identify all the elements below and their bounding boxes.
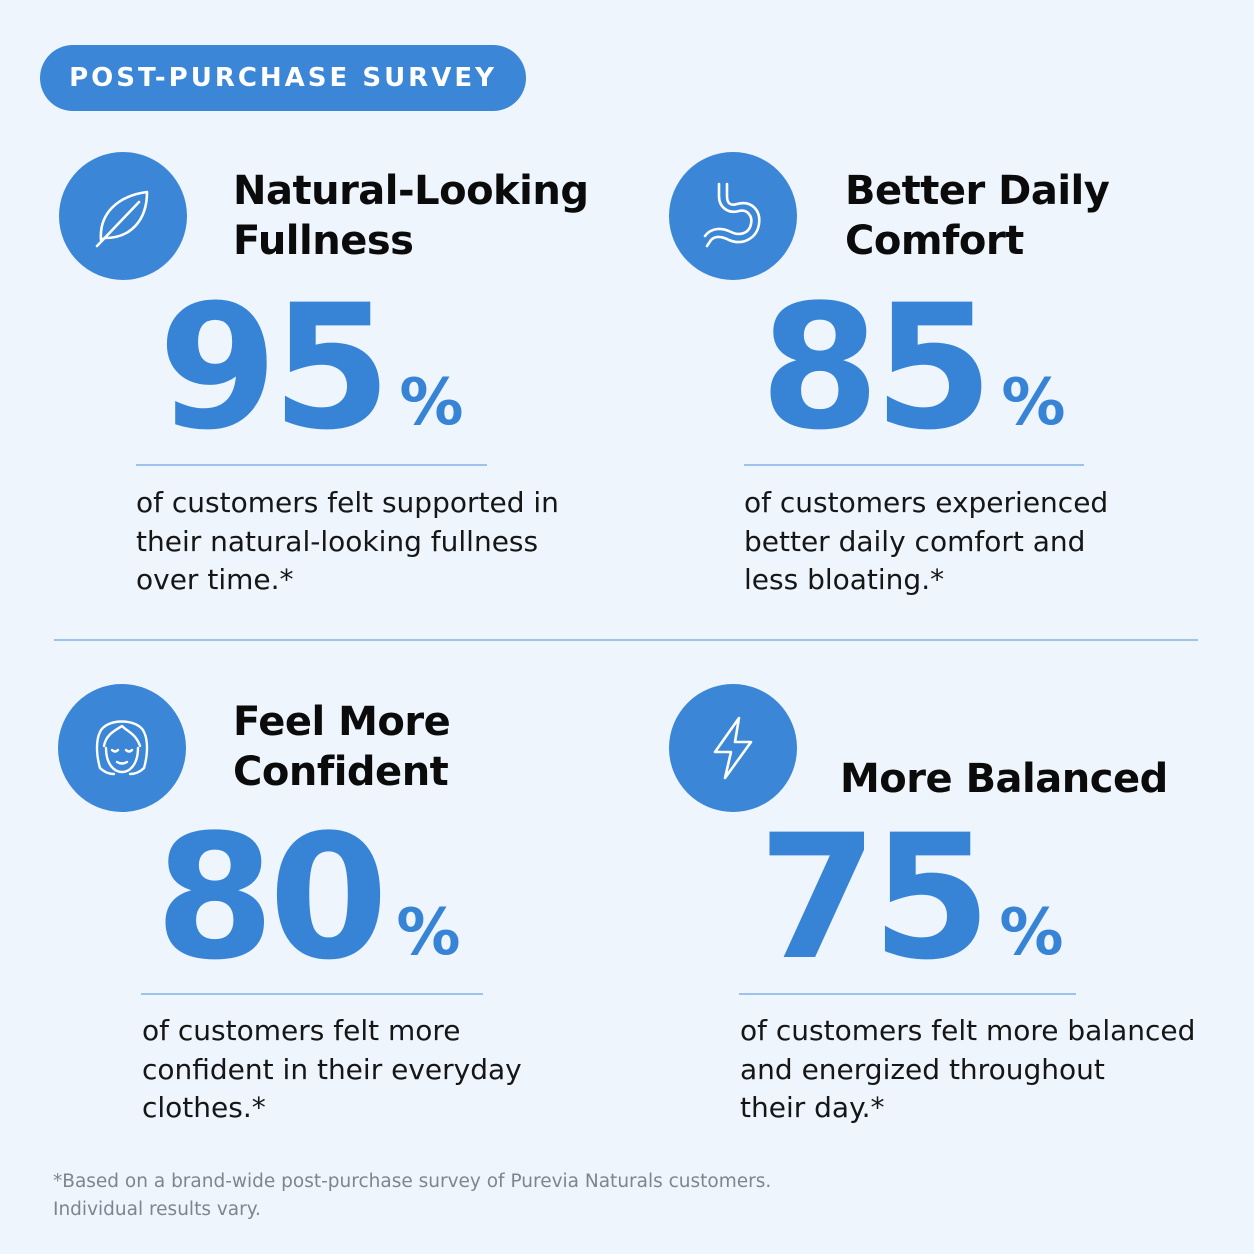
stat-title: Feel More Confident bbox=[233, 699, 451, 795]
stat-description-line: their day.* bbox=[740, 1091, 885, 1124]
stat-description-line: and energized throughout bbox=[740, 1052, 1105, 1086]
stat-number: 75 bbox=[758, 797, 991, 998]
footnote: *Based on a brand-wide post-purchase sur… bbox=[53, 1168, 771, 1224]
stomach-icon bbox=[669, 152, 797, 280]
stat-rule bbox=[744, 464, 1084, 466]
stat-description: of customers felt more balanced and ener… bbox=[740, 1012, 1195, 1128]
stat-value: 80 % bbox=[155, 797, 461, 998]
stat-description-line: over time.* bbox=[136, 563, 294, 596]
stat-number: 95 bbox=[158, 267, 391, 468]
stat-description: of customers felt more confident in thei… bbox=[142, 1012, 522, 1128]
stat-rule bbox=[141, 993, 483, 995]
stat-number: 85 bbox=[760, 267, 993, 468]
footnote-line: *Based on a brand-wide post-purchase sur… bbox=[53, 1171, 772, 1192]
footnote-line: Individual results vary. bbox=[53, 1199, 261, 1220]
stat-description-line: confident in their everyday bbox=[142, 1052, 522, 1086]
survey-badge-label: POST-PURCHASE SURVEY bbox=[69, 63, 497, 93]
stat-title: Natural-Looking Fullness bbox=[233, 168, 589, 264]
stat-number: 80 bbox=[155, 797, 388, 998]
stat-value: 85 % bbox=[760, 267, 1066, 468]
section-divider bbox=[54, 639, 1198, 641]
leaf-icon bbox=[59, 152, 187, 280]
stat-description-line: clothes.* bbox=[142, 1091, 266, 1124]
stat-description-line: of customers experienced bbox=[744, 486, 1109, 519]
lightning-bolt-icon bbox=[669, 684, 797, 812]
stat-description-line: less bloating.* bbox=[744, 563, 945, 596]
stat-percent-sign: % bbox=[999, 896, 1064, 970]
stat-description: of customers experienced better daily co… bbox=[744, 484, 1108, 600]
stat-percent-sign: % bbox=[396, 896, 461, 970]
stat-percent-sign: % bbox=[399, 366, 464, 440]
woman-face-icon bbox=[58, 684, 186, 812]
survey-badge: POST-PURCHASE SURVEY bbox=[40, 45, 526, 111]
stat-value: 95 % bbox=[158, 267, 464, 468]
stat-description: of customers felt supported in their nat… bbox=[136, 484, 559, 600]
stat-rule bbox=[136, 464, 487, 466]
stat-rule bbox=[739, 993, 1076, 995]
stat-description-line: better daily comfort and bbox=[744, 524, 1086, 558]
stat-description-line: of customers felt supported in bbox=[136, 486, 559, 519]
stat-value: 75 % bbox=[758, 797, 1064, 998]
stat-description-line: of customers felt more bbox=[142, 1014, 461, 1047]
stat-description-line: their natural-looking fullness bbox=[136, 524, 539, 558]
stat-description-line: of customers felt more balanced bbox=[740, 1014, 1196, 1047]
stat-title: Better Daily Comfort bbox=[845, 168, 1110, 264]
stat-title: More Balanced bbox=[840, 756, 1168, 802]
stat-percent-sign: % bbox=[1001, 366, 1066, 440]
